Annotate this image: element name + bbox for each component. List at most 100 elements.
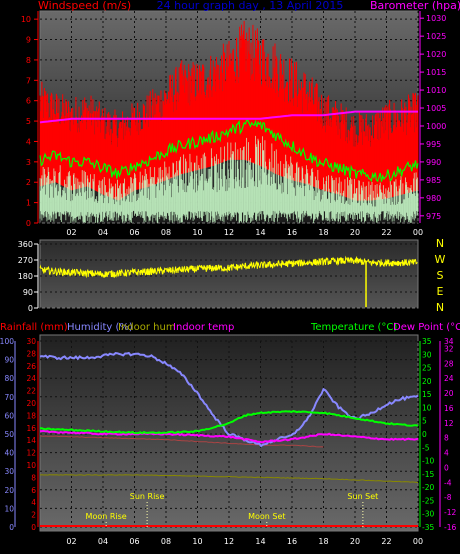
- dewpoint-tick-label: 28: [444, 359, 454, 368]
- humidity-tick-label: 40: [4, 449, 14, 458]
- barometer-tick-label: 1005: [426, 104, 446, 113]
- wind-tick-label: 9: [26, 36, 31, 45]
- temperature-tick-label: -25: [422, 496, 434, 505]
- wind-tick-label: 5: [26, 117, 31, 126]
- rainfall-tick-label: 16: [26, 424, 36, 433]
- temp-x-tick-label: 16: [287, 537, 297, 546]
- direction-tick-label: 360: [18, 240, 33, 249]
- dewpoint-tick-label: 16: [444, 404, 454, 413]
- temp-x-tick-label: 20: [350, 537, 360, 546]
- wind-x-tick-label: 10: [192, 228, 202, 237]
- rainfall-tick-label: 26: [26, 362, 36, 371]
- wind-tick-label: 3: [26, 158, 31, 167]
- rainfall-tick-label: 0: [31, 523, 36, 532]
- barometer-tick-label: 1010: [426, 86, 446, 95]
- dewpoint-tick-label: 34: [444, 337, 454, 346]
- wind-tick-label: 8: [26, 56, 31, 65]
- humidity-tick-label: 80: [4, 374, 14, 383]
- indoor-hum-line: [39, 474, 419, 484]
- humidity-tick-label: 20: [4, 486, 14, 495]
- temp-x-tick-label: 02: [66, 537, 76, 546]
- wind-x-tick-label: 16: [287, 228, 297, 237]
- wind-tick-label: 0: [26, 219, 31, 228]
- barometer-tick-label: 1030: [426, 14, 446, 23]
- temperature-tick-label: 5: [422, 417, 427, 426]
- rainfall-tick-label: 28: [26, 349, 36, 358]
- wind-tick-label: 6: [26, 97, 31, 106]
- dewpoint-tick-label: 4: [444, 449, 449, 458]
- humidity-title: Humidity (%): [67, 322, 133, 333]
- wind-tick-label: 4: [26, 137, 31, 146]
- dewpoint-tick-label: 8: [444, 434, 449, 443]
- temp-plot: Sun Rise Moon Rise Moon Set Sun Set: [39, 351, 419, 527]
- rainfall-tick-label: 10: [26, 461, 36, 470]
- humidity-tick-label: 60: [4, 411, 14, 420]
- average-wind-line: [39, 119, 419, 183]
- humidity-tick-label: 70: [4, 393, 14, 402]
- dewpoint-tick-label: 0: [444, 463, 449, 472]
- indoor-temp-title: Indoor temp: [173, 322, 234, 333]
- barometer-tick-label: 1015: [426, 68, 446, 77]
- rainfall-tick-label: 12: [26, 449, 36, 458]
- temperature-tick-label: -15: [422, 470, 434, 479]
- temp-axes: 0102030405060708090100024681012141618202…: [0, 337, 456, 546]
- dew-hum-line: [39, 435, 324, 448]
- barometer-tick-label: 985: [426, 176, 441, 185]
- indoor-temp-line: [39, 429, 419, 444]
- wind-x-tick-label: 22: [381, 228, 391, 237]
- dewpoint-tick-label: 32: [444, 344, 454, 353]
- temperature-tick-label: -10: [422, 457, 434, 466]
- temp-x-tick-label: 06: [129, 537, 139, 546]
- temp-x-tick-label: 00: [413, 537, 423, 546]
- wind-x-tick-label: 18: [318, 228, 328, 237]
- temperature-tick-label: 30: [422, 350, 432, 359]
- barometer-title: Barometer (hpa): [370, 0, 460, 12]
- dewpoint-tick-label: 20: [444, 389, 454, 398]
- event-label: Moon Set: [248, 512, 285, 521]
- barometer-tick-label: 1025: [426, 32, 446, 41]
- compass-label: N: [436, 301, 444, 314]
- temperature-tick-label: 20: [422, 377, 432, 386]
- event-label: Sun Rise: [130, 492, 165, 501]
- dewpoint-tick-label: -16: [444, 523, 456, 532]
- barometer-line: [39, 110, 418, 124]
- rainfall-title: Rainfall (mm): [0, 322, 68, 333]
- event-label: Moon Rise: [86, 512, 127, 521]
- compass-label: N: [436, 237, 444, 250]
- wind-x-tick-label: 20: [350, 228, 360, 237]
- barometer-tick-label: 990: [426, 158, 441, 167]
- dewpoint-tick-label: 12: [444, 419, 454, 428]
- temp-x-tick-label: 08: [161, 537, 171, 546]
- windspeed-title: Windspeed (m/s): [38, 0, 131, 12]
- wind-tick-label: 7: [26, 76, 31, 85]
- temp-x-tick-label: 22: [381, 537, 391, 546]
- humidity-tick-label: 0: [9, 523, 14, 532]
- rainfall-tick-label: 4: [31, 498, 36, 507]
- wind-x-tick-label: 08: [161, 228, 171, 237]
- graph-date-title: 24 hour graph day , 13 April 2015: [157, 0, 344, 12]
- compass-label: W: [435, 253, 446, 266]
- wind-x-tick-label: 12: [224, 228, 234, 237]
- temperature-tick-label: -35: [422, 523, 434, 532]
- wind-tick-label: 1: [26, 199, 31, 208]
- dewpoint-tick-label: -4: [444, 478, 452, 487]
- wind-direction-line: [39, 255, 418, 279]
- barometer-tick-label: 1020: [426, 50, 446, 59]
- rainfall-tick-label: 20: [26, 399, 36, 408]
- wind-plot: [39, 20, 419, 223]
- temperature-tick-label: 15: [422, 390, 432, 399]
- wind-x-tick-label: 04: [98, 228, 108, 237]
- wind-x-tick-label: 00: [413, 228, 423, 237]
- dewpoint-tick-label: -12: [444, 508, 456, 517]
- temp-x-tick-label: 04: [98, 537, 108, 546]
- temperature-tick-label: 0: [422, 430, 427, 439]
- temperature-tick-label: 25: [422, 364, 432, 373]
- wind-axes: 0123456789109759809859909951000100510101…: [21, 11, 446, 237]
- temperature-tick-label: -5: [422, 443, 430, 452]
- temp-x-tick-label: 12: [224, 537, 234, 546]
- dewpoint-tick-label: -8: [444, 493, 452, 502]
- barometer-tick-label: 995: [426, 140, 441, 149]
